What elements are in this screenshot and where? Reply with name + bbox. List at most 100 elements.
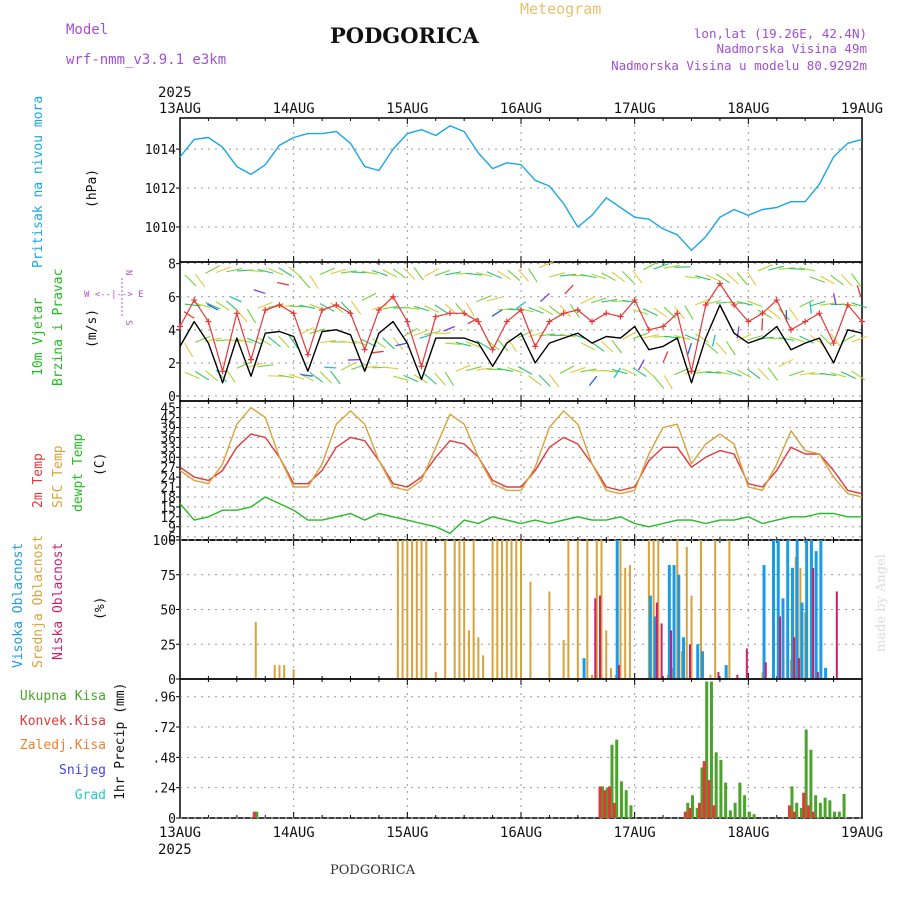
wind-barb	[851, 302, 868, 309]
wind-barb	[684, 369, 701, 375]
wind-barb	[455, 341, 472, 347]
cloud-low-bar	[812, 567, 815, 679]
precip-total-bar	[733, 802, 737, 818]
model-name: wrf-nmm_v3.9.1 e3km	[66, 52, 226, 68]
wind-barb	[486, 271, 502, 279]
wind-barb	[601, 369, 618, 373]
date-label-top: 16AUG	[500, 101, 542, 117]
precip-total-bar	[719, 759, 723, 818]
cloud-mid-bar	[605, 630, 608, 679]
wind-arrow	[809, 301, 813, 314]
temp-dewpoint-line	[179, 496, 862, 535]
wind-gust-marker	[177, 323, 183, 330]
wind-barb	[247, 269, 264, 273]
precip-legend-frozen: Zaledj.Kisa	[20, 738, 106, 753]
wind-barb	[403, 374, 419, 383]
wind-barb	[601, 340, 614, 353]
wind-gust-marker	[532, 343, 539, 350]
wind-barb	[434, 304, 449, 315]
precip-total-bar	[601, 786, 605, 818]
cloud-low-bar	[599, 595, 602, 679]
wind-gust-marker	[859, 318, 865, 325]
cloud-low-bar	[793, 637, 796, 679]
wind-barb	[695, 275, 711, 281]
wind-barb	[684, 275, 701, 279]
wind-barb	[789, 268, 806, 270]
cloud-mid-bar	[586, 540, 589, 679]
cloud-mid-bar	[278, 665, 281, 679]
wind-gust-marker	[645, 326, 652, 333]
cloud-mid-bar	[472, 540, 475, 679]
wind-barb	[580, 273, 597, 279]
wind-gust-marker	[631, 297, 638, 304]
wind-barb	[820, 275, 835, 285]
wind-barb	[445, 342, 462, 346]
wind-barb	[476, 340, 491, 350]
wind-barb	[497, 270, 512, 280]
compass-n: N	[123, 270, 133, 275]
wind-gust-marker	[560, 310, 567, 317]
cloud-mid-bar	[714, 540, 717, 679]
wind-barb	[278, 374, 295, 379]
cloud-mid-bar	[619, 540, 622, 679]
wind-gust-marker	[816, 310, 823, 317]
cloud-high-bar	[800, 602, 804, 679]
cloud-high-bar	[667, 565, 671, 679]
cloud-high-bar	[724, 665, 728, 679]
cloud-mid-bar	[453, 540, 456, 679]
wind-barb	[788, 336, 805, 343]
wind-arrow	[491, 309, 503, 317]
compass-s: S	[123, 320, 133, 325]
wind-arrow	[637, 359, 645, 371]
date-label-top: 19AUG	[841, 101, 883, 117]
precip-unit: 1hr Precip (mm)	[113, 683, 128, 800]
cloud-low-bar	[594, 598, 597, 679]
cloud-ylabel-high: Visoka Oblacnost	[11, 543, 26, 668]
cloud-low-bar	[717, 672, 720, 679]
wind-barb	[548, 373, 560, 388]
wind-barb	[267, 336, 281, 348]
cloud-high-bar	[809, 540, 813, 679]
wind-gust-marker	[802, 318, 809, 325]
wind-barb	[215, 301, 230, 311]
wind-barb	[778, 267, 795, 270]
precip-conv-bar	[252, 811, 256, 818]
cloud-mid-bar	[505, 540, 508, 679]
wind-barb	[278, 335, 290, 349]
precip-total-bar	[619, 781, 623, 818]
wind-barb	[184, 342, 194, 358]
precip-total-bar	[624, 790, 628, 818]
wind-barb	[288, 266, 302, 278]
wind-barb	[799, 371, 816, 376]
wind-barb	[392, 336, 404, 351]
wind-arrow	[736, 326, 740, 339]
wind-barb	[288, 334, 299, 349]
wind-barb	[726, 341, 736, 356]
wind-barb	[330, 370, 341, 385]
cloud-high-bar	[648, 595, 652, 679]
wind-arrow	[277, 281, 290, 286]
cloud-mid-bar	[411, 540, 414, 679]
date-label-top: 14AUG	[273, 101, 315, 117]
wind-gust-marker	[589, 318, 596, 325]
wind-arrow	[467, 317, 479, 325]
wind-barb	[236, 309, 248, 323]
wind-barb	[372, 304, 388, 311]
wind-arrow	[832, 293, 837, 306]
wind-barb	[819, 333, 833, 346]
wind-arrow	[300, 373, 313, 377]
wind-barb	[747, 368, 761, 380]
cloud-ylabel-low: Niska Oblacnost	[51, 543, 66, 660]
date-label-bottom: 16AUG	[500, 825, 542, 841]
precip-conv-bar	[806, 805, 810, 818]
wind-gust-marker	[233, 310, 240, 317]
wind-barb	[225, 368, 236, 383]
wind-barb	[736, 301, 753, 306]
wind-barb	[382, 366, 399, 370]
cloud-high-bar	[824, 667, 828, 679]
wind-barb	[601, 272, 616, 281]
wind-barb	[403, 267, 416, 280]
y-tick-label: 27	[160, 461, 176, 476]
cloud-mid-bar	[477, 637, 480, 679]
wind-barb	[184, 274, 197, 287]
